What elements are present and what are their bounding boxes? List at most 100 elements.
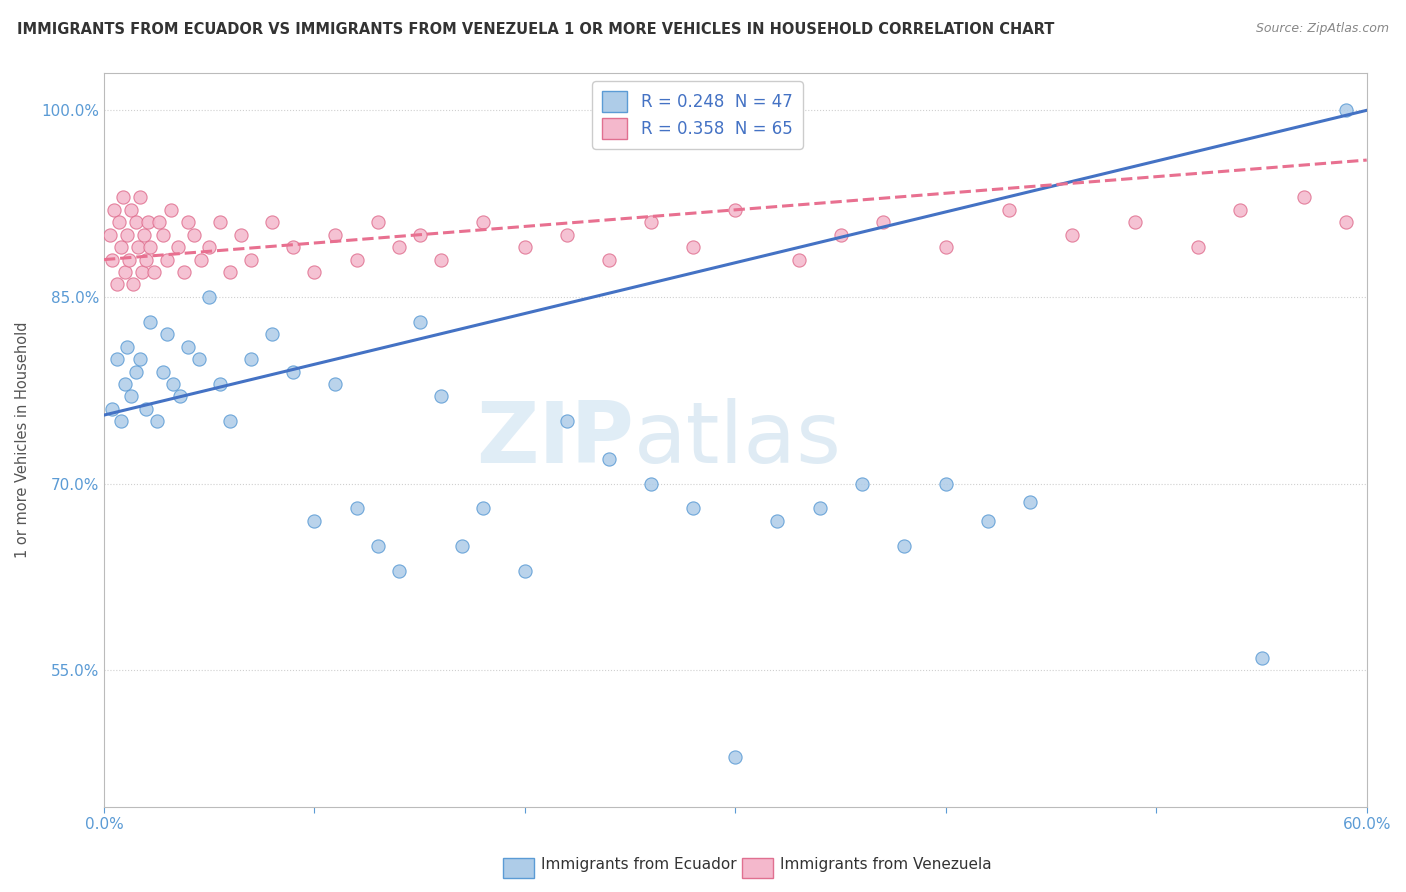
- Point: [101, 401, 124, 416]
- Point: [640, 476, 662, 491]
- Point: [240, 252, 263, 267]
- Point: [110, 240, 132, 254]
- Text: Immigrants from Ecuador: Immigrants from Ecuador: [541, 857, 737, 872]
- Point: [240, 352, 263, 367]
- Point: [408, 315, 430, 329]
- Point: [166, 240, 188, 254]
- Point: [1062, 227, 1084, 242]
- Point: [262, 327, 284, 342]
- Point: [325, 227, 347, 242]
- Point: [120, 202, 142, 217]
- Point: [145, 414, 167, 428]
- Point: [115, 340, 138, 354]
- Point: [160, 202, 183, 217]
- Point: [135, 401, 157, 416]
- Point: [935, 476, 957, 491]
- Point: [977, 514, 1000, 528]
- Point: [304, 514, 326, 528]
- Point: [471, 501, 494, 516]
- Point: [513, 240, 536, 254]
- Point: [450, 539, 472, 553]
- Point: [1398, 202, 1406, 217]
- Point: [124, 215, 146, 229]
- Point: [787, 252, 810, 267]
- Point: [139, 315, 162, 329]
- Point: [128, 352, 150, 367]
- Text: IMMIGRANTS FROM ECUADOR VS IMMIGRANTS FROM VENEZUELA 1 OR MORE VEHICLES IN HOUSE: IMMIGRANTS FROM ECUADOR VS IMMIGRANTS FR…: [17, 22, 1054, 37]
- Point: [198, 240, 221, 254]
- Point: [183, 227, 205, 242]
- Point: [1250, 650, 1272, 665]
- Point: [156, 327, 179, 342]
- Point: [120, 389, 142, 403]
- Point: [118, 252, 141, 267]
- Point: [114, 376, 136, 391]
- Legend: R = 0.248  N = 47, R = 0.358  N = 65: R = 0.248 N = 47, R = 0.358 N = 65: [592, 81, 803, 149]
- Point: [105, 352, 128, 367]
- Point: [115, 227, 138, 242]
- Point: [114, 265, 136, 279]
- Point: [198, 290, 221, 304]
- Point: [471, 215, 494, 229]
- Point: [872, 215, 894, 229]
- Point: [208, 376, 231, 391]
- Point: [131, 265, 153, 279]
- Point: [935, 240, 957, 254]
- Point: [893, 539, 915, 553]
- Point: [808, 501, 831, 516]
- Point: [724, 750, 747, 764]
- Point: [219, 414, 242, 428]
- Point: [128, 190, 150, 204]
- Point: [346, 501, 368, 516]
- Point: [177, 340, 200, 354]
- Point: [598, 451, 620, 466]
- Point: [1334, 215, 1357, 229]
- Y-axis label: 1 or more Vehicles in Household: 1 or more Vehicles in Household: [15, 322, 30, 558]
- Point: [105, 277, 128, 292]
- Point: [830, 227, 852, 242]
- Point: [682, 240, 704, 254]
- Point: [148, 215, 170, 229]
- Point: [388, 240, 411, 254]
- Point: [162, 376, 184, 391]
- Point: [135, 252, 157, 267]
- Point: [124, 365, 146, 379]
- Point: [682, 501, 704, 516]
- Point: [156, 252, 179, 267]
- Point: [408, 227, 430, 242]
- Point: [127, 240, 149, 254]
- Point: [173, 265, 195, 279]
- Point: [169, 389, 191, 403]
- Point: [187, 352, 209, 367]
- Point: [177, 215, 200, 229]
- Point: [132, 227, 155, 242]
- Point: [283, 365, 305, 379]
- Point: [766, 514, 789, 528]
- Point: [152, 365, 174, 379]
- Point: [429, 389, 451, 403]
- Text: ZIP: ZIP: [477, 399, 634, 482]
- Text: atlas: atlas: [634, 399, 842, 482]
- Point: [1123, 215, 1146, 229]
- Point: [851, 476, 873, 491]
- Point: [219, 265, 242, 279]
- Point: [122, 277, 145, 292]
- Point: [555, 414, 578, 428]
- Point: [304, 265, 326, 279]
- Point: [555, 227, 578, 242]
- Point: [136, 215, 159, 229]
- Point: [107, 215, 129, 229]
- Text: Immigrants from Venezuela: Immigrants from Venezuela: [780, 857, 993, 872]
- Point: [190, 252, 212, 267]
- Point: [283, 240, 305, 254]
- Point: [103, 202, 125, 217]
- Point: [1229, 202, 1251, 217]
- Point: [640, 215, 662, 229]
- Point: [724, 202, 747, 217]
- Point: [143, 265, 166, 279]
- Point: [367, 539, 389, 553]
- Point: [139, 240, 162, 254]
- Point: [325, 376, 347, 391]
- Text: Source: ZipAtlas.com: Source: ZipAtlas.com: [1256, 22, 1389, 36]
- Point: [208, 215, 231, 229]
